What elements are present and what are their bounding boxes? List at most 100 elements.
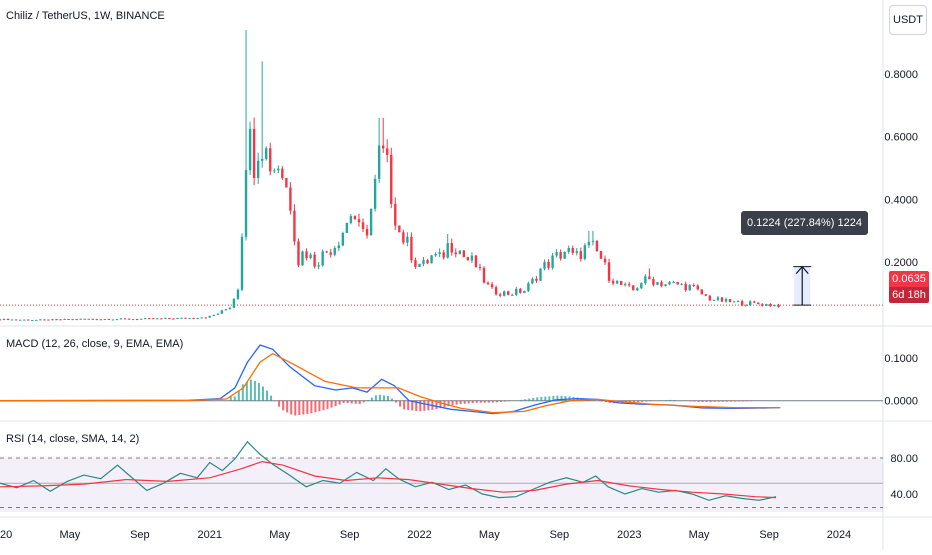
candle-body: [152, 318, 154, 319]
candle-body: [144, 318, 146, 319]
macd-histogram-bar: [496, 401, 498, 403]
candle-body: [104, 319, 106, 320]
macd-histogram-bar: [363, 401, 365, 403]
candle-body: [289, 187, 291, 210]
candle-body: [616, 281, 618, 284]
measure-tooltip: 0.1224 (227.84%) 1224: [741, 211, 868, 235]
macd-histogram-bar: [564, 396, 566, 401]
macd-axis-tick-label: 0.1000: [884, 353, 918, 365]
macd-histogram-bar: [468, 401, 470, 404]
macd-histogram-bar: [427, 401, 429, 411]
macd-histogram-bar: [460, 401, 462, 405]
candle-body: [305, 251, 307, 258]
candle-body: [503, 291, 505, 295]
candle-body: [172, 319, 174, 320]
time-axis-tick-label: Sep: [340, 529, 360, 541]
macd-histogram-bar: [665, 400, 667, 401]
macd-histogram-bar: [746, 401, 748, 402]
candle-body: [576, 251, 578, 253]
candle-body: [777, 305, 779, 307]
candle-body: [713, 300, 715, 301]
candle-body: [640, 283, 642, 288]
candle-body: [628, 284, 630, 285]
candle-body: [519, 289, 521, 293]
candle-body: [487, 283, 489, 285]
macd-histogram-bar: [520, 400, 522, 401]
price-axis-tick-label: 0.6000: [884, 132, 918, 144]
candle-body: [330, 252, 332, 254]
candle-body: [229, 308, 231, 309]
macd-histogram-bar: [270, 396, 272, 401]
rsi-band: [0, 458, 883, 512]
candle-body: [124, 318, 126, 319]
macd-histogram-bar: [355, 401, 357, 404]
candle-body: [652, 279, 654, 285]
candle-body: [59, 319, 61, 320]
candle-body: [402, 232, 404, 242]
candle-body: [382, 146, 384, 149]
macd-histogram-bar: [637, 401, 639, 402]
candle-body: [67, 319, 69, 320]
candle-body: [108, 319, 110, 320]
time-axis-tick-label: 2023: [617, 529, 641, 541]
candle-body: [213, 315, 215, 316]
candle-body: [773, 305, 775, 306]
macd-histogram-bar: [367, 400, 369, 401]
macd-histogram-bar: [544, 397, 546, 401]
candle-body: [664, 284, 666, 286]
macd-histogram-bar: [387, 396, 389, 401]
candle-body: [84, 319, 86, 320]
candle-body: [394, 204, 396, 226]
candle-body: [701, 289, 703, 294]
candle-body: [184, 318, 186, 319]
time-axis-tick-label: 2021: [197, 529, 221, 541]
candle-body: [463, 250, 465, 257]
candle-body: [23, 320, 25, 321]
candle-body: [261, 159, 263, 161]
macd-histogram-bar: [714, 401, 716, 402]
candle-body: [241, 237, 243, 290]
candle-body: [374, 179, 376, 209]
chart-title: Chiliz / TetherUS, 1W, BINANCE: [6, 10, 165, 22]
time-axis-tick-label: Sep: [550, 529, 570, 541]
candle-body: [543, 262, 545, 269]
macd-histogram-bar: [371, 398, 373, 401]
macd-histogram-bar: [464, 401, 466, 404]
macd-histogram-bar: [726, 401, 728, 402]
macd-histogram-bar: [327, 401, 329, 409]
price-axis-tick-label: 0.2000: [884, 257, 918, 269]
candle-body: [168, 318, 170, 319]
macd-histogram-bar: [524, 399, 526, 401]
candle-body: [88, 319, 90, 320]
candle-body: [19, 320, 21, 321]
candle-body: [140, 319, 142, 320]
macd-histogram-bar: [278, 401, 280, 407]
candle-body: [293, 211, 295, 242]
candle-body: [414, 260, 416, 267]
macd-histogram-bar: [540, 397, 542, 401]
macd-histogram-bar: [335, 401, 337, 406]
macd-histogram-bar: [690, 401, 692, 402]
currency-selector[interactable]: USDT: [889, 5, 927, 35]
candle-body: [422, 260, 424, 264]
candle-body: [277, 169, 279, 171]
candle-body: [765, 304, 767, 306]
macd-indicator-title[interactable]: MACD (12, 26, close, 9, EMA, EMA): [6, 338, 183, 350]
macd-histogram-bar: [383, 395, 385, 400]
macd-histogram-bar: [375, 395, 377, 400]
candle-body: [467, 257, 469, 260]
rsi-axis-tick-label: 40.00: [890, 489, 918, 501]
candle-body: [580, 251, 582, 259]
macd-histogram-bar: [258, 383, 260, 401]
candle-body: [568, 248, 570, 252]
macd-histogram-bar: [508, 401, 510, 402]
candle-body: [620, 281, 622, 285]
candle-body: [608, 262, 610, 280]
macd-histogram-bar: [738, 401, 740, 402]
rsi-indicator-title[interactable]: RSI (14, close, SMA, 14, 2): [6, 433, 139, 445]
candle-body: [164, 318, 166, 319]
time-axis-tick-label: 2024: [827, 529, 851, 541]
candle-body: [317, 265, 319, 266]
